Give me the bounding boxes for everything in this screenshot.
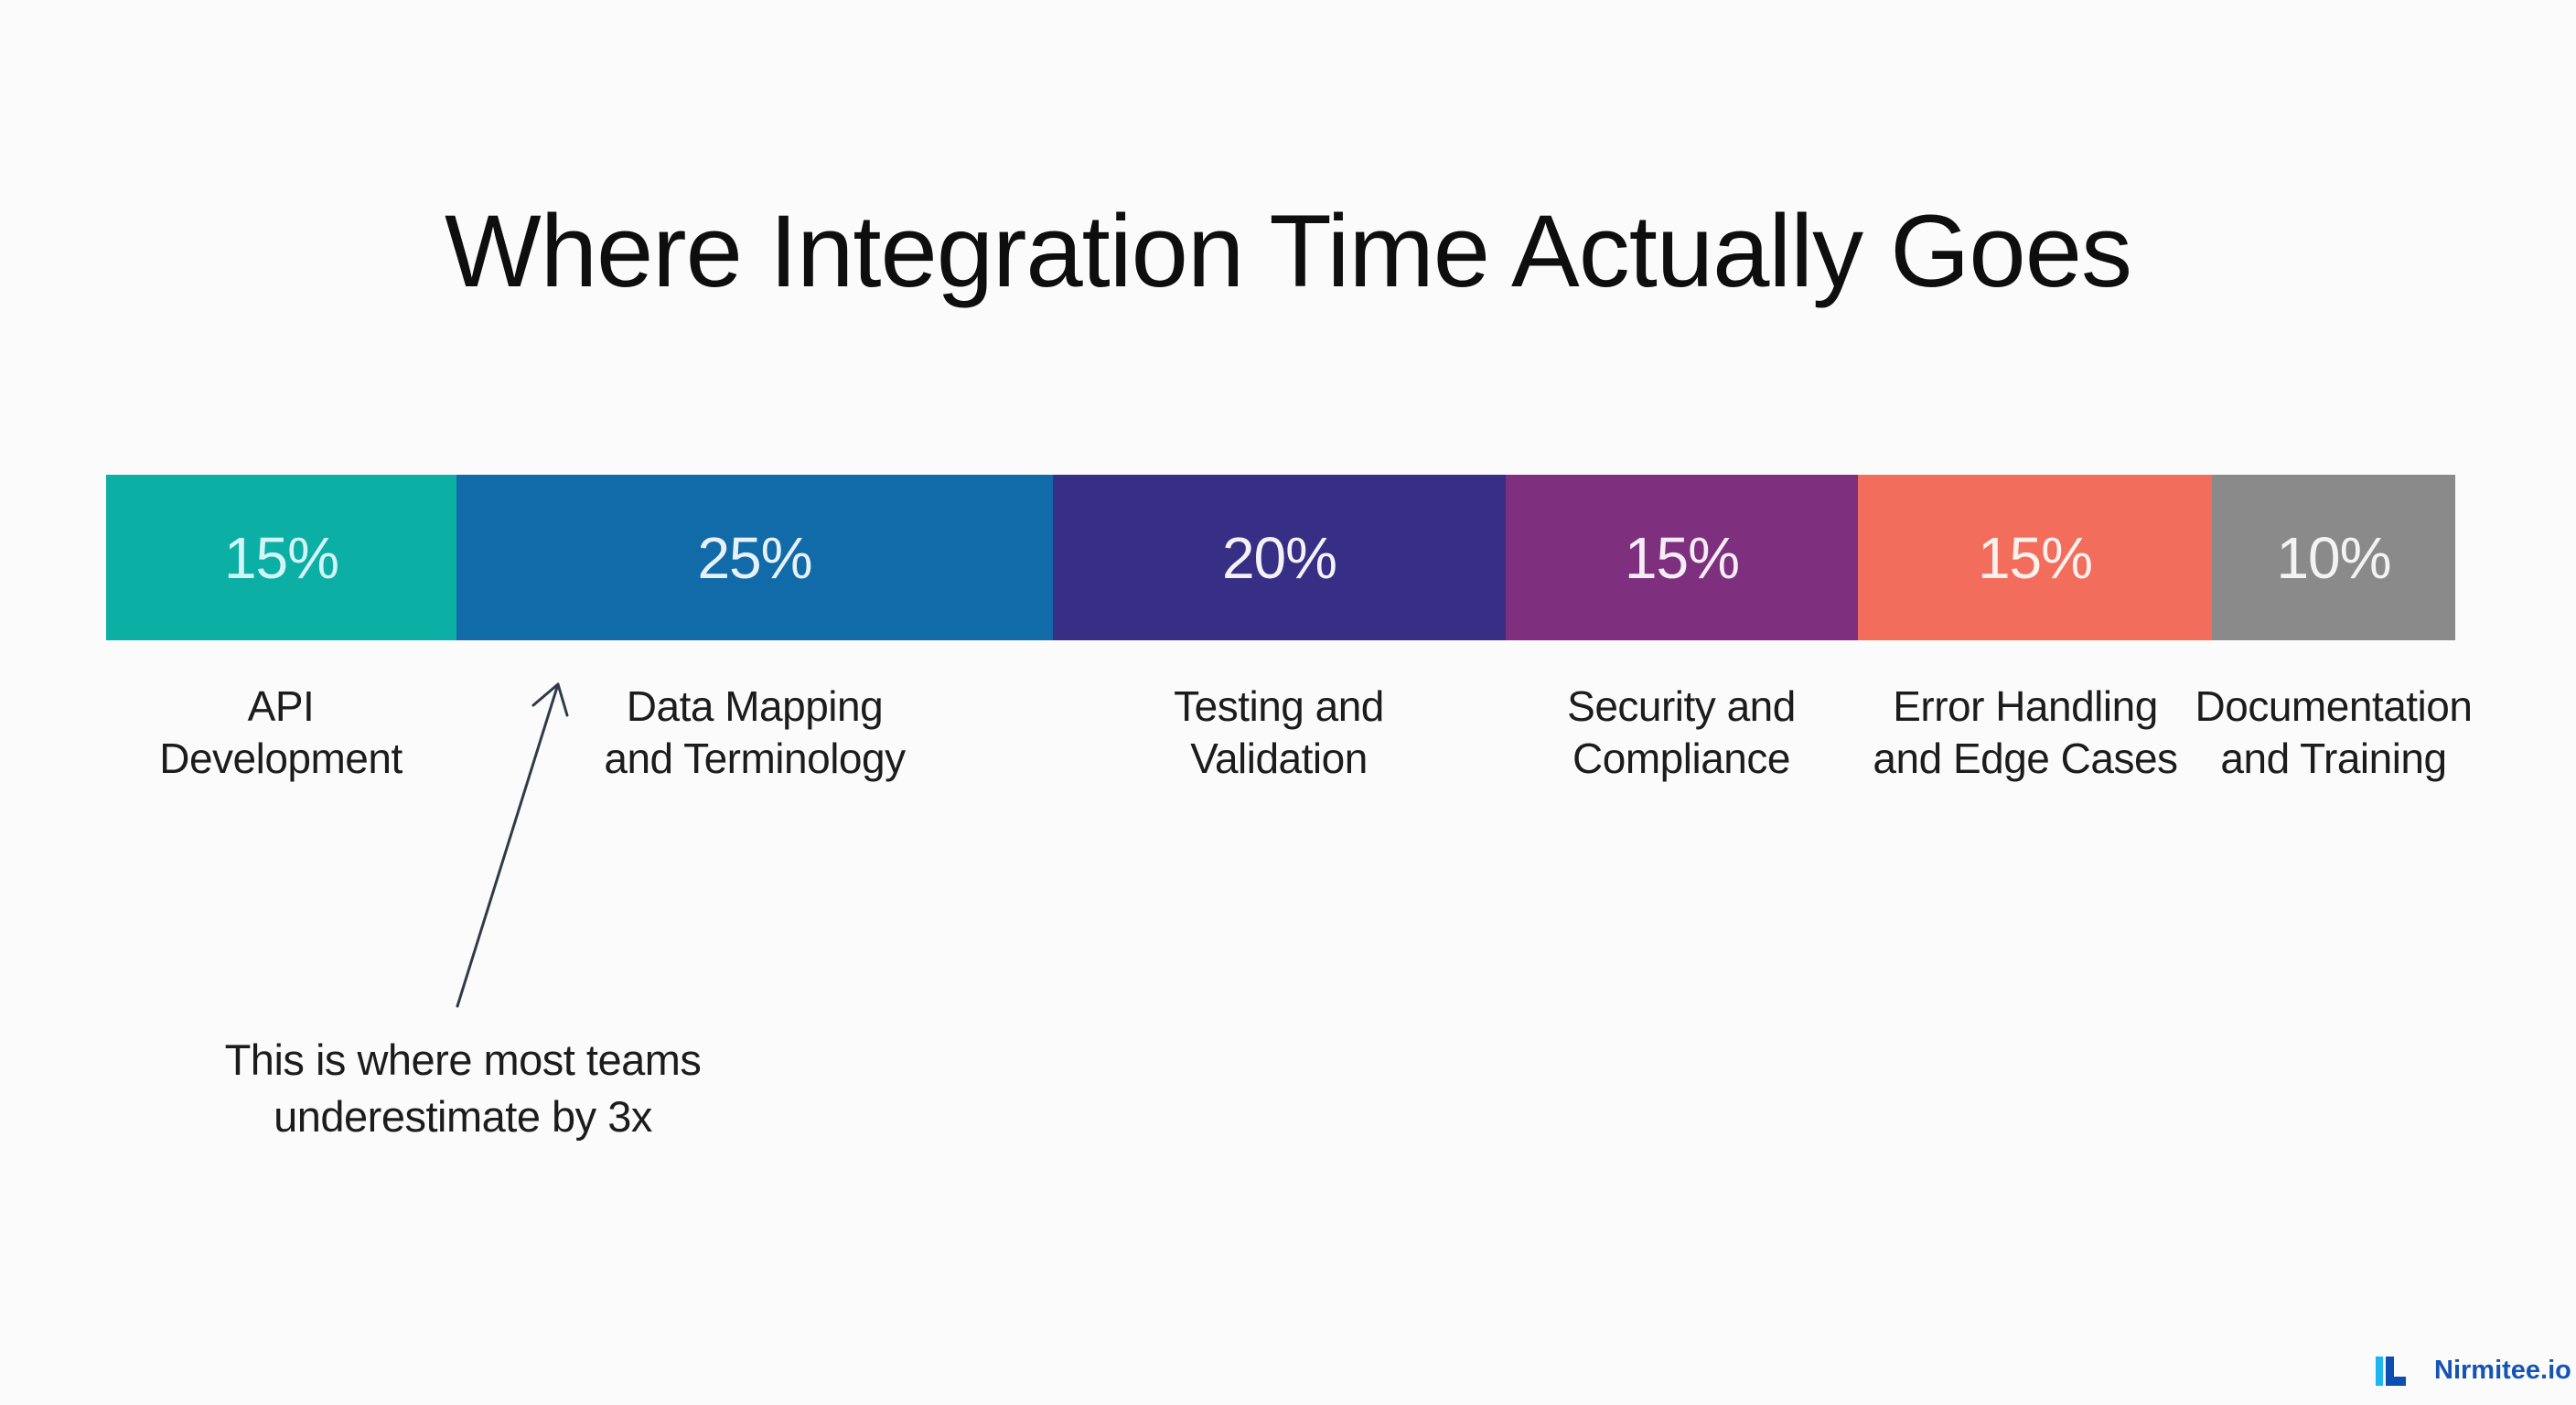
- segment-security-compliance: 15%: [1506, 475, 1858, 640]
- label-line: Validation: [1190, 735, 1368, 782]
- label-line: API: [247, 682, 315, 730]
- label-line: Error Handling: [1893, 682, 2158, 730]
- annotation-line: This is where most teams: [224, 1035, 702, 1084]
- label-line: and Training: [2220, 735, 2447, 782]
- segment-error-handling: 15%: [1858, 475, 2212, 640]
- segment-data-mapping: 25%: [456, 475, 1053, 640]
- segment-value: 20%: [1221, 524, 1337, 591]
- annotation-text: This is where most teams underestimate b…: [188, 1032, 737, 1145]
- segment-api-development: 15%: [106, 475, 456, 640]
- label-data-mapping: Data Mapping and Terminology: [563, 681, 947, 785]
- label-line: Development: [159, 735, 402, 782]
- segment-documentation: 10%: [2212, 475, 2455, 640]
- nirmitee-logo-icon: [2376, 1355, 2407, 1386]
- label-testing-validation: Testing and Validation: [1087, 681, 1471, 785]
- label-security-compliance: Security and Compliance: [1489, 681, 1873, 785]
- segment-labels: API Development Data Mapping and Termino…: [0, 681, 2576, 790]
- brand-logo: Nirmitee.io: [2376, 1354, 2571, 1387]
- chart-title: Where Integration Time Actually Goes: [445, 194, 2132, 308]
- segment-value: 10%: [2276, 524, 2391, 591]
- segment-value: 15%: [1624, 524, 1740, 591]
- label-line: and Terminology: [604, 735, 906, 782]
- label-line: Documentation: [2195, 682, 2473, 730]
- stacked-bar: 15% 25% 20% 15% 15% 10%: [106, 475, 2455, 640]
- segment-value: 25%: [697, 524, 812, 591]
- label-documentation: Documentation and Training: [2141, 681, 2526, 785]
- label-line: Security and: [1567, 682, 1796, 730]
- segment-value: 15%: [1977, 524, 2093, 591]
- label-line: Testing and: [1174, 682, 1384, 730]
- label-line: and Edge Cases: [1873, 735, 2178, 782]
- label-line: Data Mapping: [626, 682, 884, 730]
- label-error-handling: Error Handling and Edge Cases: [1833, 681, 2217, 785]
- label-line: Compliance: [1572, 735, 1790, 782]
- segment-value: 15%: [223, 524, 339, 591]
- annotation-line: underestimate by 3x: [274, 1092, 652, 1141]
- label-api-development: API Development: [89, 681, 473, 785]
- brand-name: Nirmitee.io: [2434, 1355, 2571, 1385]
- segment-testing-validation: 20%: [1053, 475, 1506, 640]
